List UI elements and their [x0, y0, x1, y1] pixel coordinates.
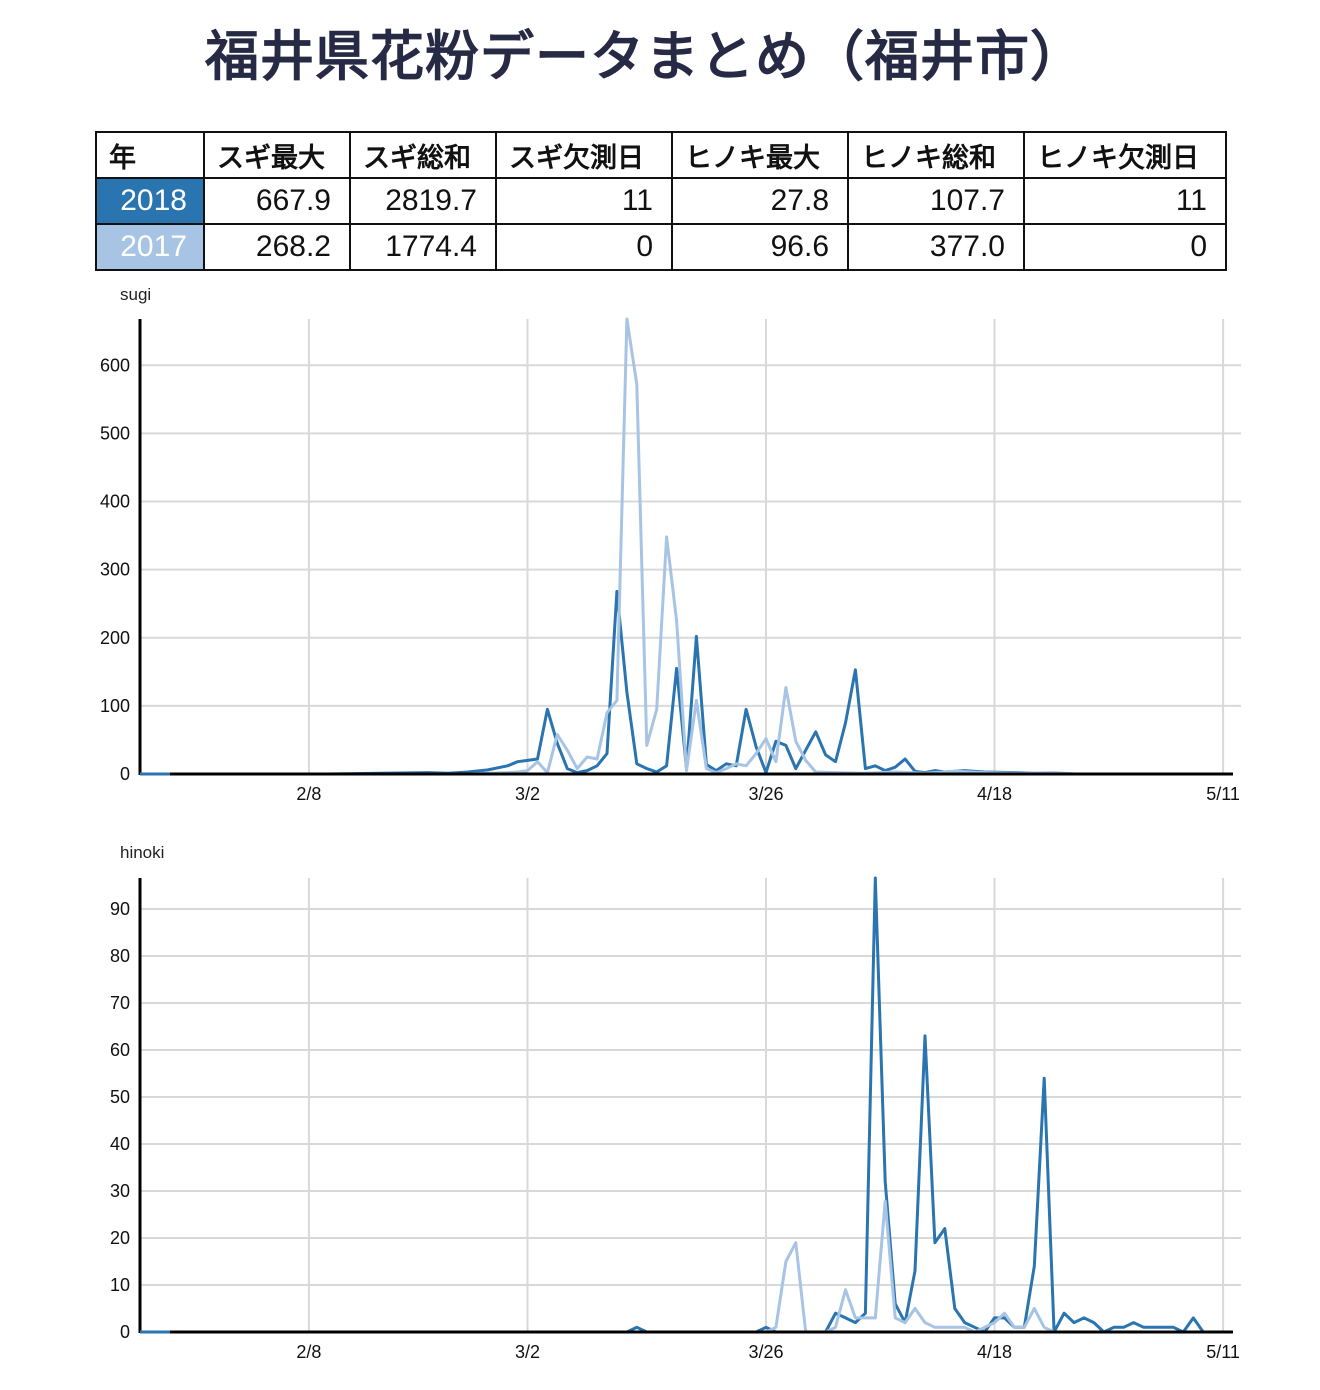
y-tick-label: 100 — [100, 696, 130, 716]
header-sugi-total: スギ総和 — [349, 131, 497, 179]
y-tick-label: 20 — [110, 1228, 130, 1248]
header-sugi-max: スギ最大 — [203, 131, 351, 179]
page-title: 福井県花粉データまとめ（福井市） — [205, 25, 1085, 88]
y-tick-label: 500 — [100, 423, 130, 443]
table-cell: 27.8 — [671, 177, 849, 225]
x-tick-label: 3/26 — [748, 784, 783, 804]
x-tick-label: 3/26 — [748, 1342, 783, 1362]
table-cell: 0 — [495, 223, 673, 271]
x-tick-label: 5/11 — [1206, 1342, 1240, 1362]
table-header-row: 年 スギ最大 スギ総和 スギ欠測日 ヒノキ最大 ヒノキ総和 ヒノキ欠測日 — [95, 131, 1227, 179]
x-tick-label: 2/8 — [296, 1342, 321, 1362]
table-cell: 11 — [495, 177, 673, 225]
header-hinoki-missing: ヒノキ欠測日 — [1023, 131, 1227, 179]
table-cell: 0 — [1023, 223, 1227, 271]
y-tick-label: 200 — [100, 628, 130, 648]
y-tick-label: 0 — [120, 764, 130, 784]
y-axis-label: hinoki — [120, 843, 164, 862]
x-tick-label: 4/18 — [977, 784, 1012, 804]
header-year: 年 — [95, 131, 205, 179]
table-cell: 96.6 — [671, 223, 849, 271]
y-tick-label: 70 — [110, 993, 130, 1013]
table-cell: 667.9 — [203, 177, 351, 225]
header-sugi-missing: スギ欠測日 — [495, 131, 673, 179]
x-tick-label: 5/11 — [1206, 784, 1240, 804]
y-tick-label: 50 — [110, 1087, 130, 1107]
y-tick-label: 40 — [110, 1134, 130, 1154]
summary-table: 年 スギ最大 スギ総和 スギ欠測日 ヒノキ最大 ヒノキ総和 ヒノキ欠測日 201… — [95, 131, 1227, 271]
table-row: 2017 268.2 1774.4 0 96.6 377.0 0 — [95, 223, 1227, 271]
year-cell: 2017 — [95, 223, 205, 271]
table-cell: 268.2 — [203, 223, 351, 271]
table-cell: 107.7 — [847, 177, 1025, 225]
y-tick-label: 600 — [100, 355, 130, 375]
sugi-chart: sugi 0 100 200 300 400 500 600 2/8 3/2 3/26 4/18 5/1… — [100, 285, 1241, 804]
header-hinoki-total: ヒノキ総和 — [847, 131, 1025, 179]
series-line-2018 — [140, 589, 1233, 776]
hinoki-chart: hinoki 0 10 20 30 40 50 60 70 80 90 2/8 3/2 3/26 4/18 5… — [110, 843, 1241, 1362]
y-tick-label: 60 — [110, 1040, 130, 1060]
y-tick-label: 300 — [100, 560, 130, 580]
y-tick-label: 10 — [110, 1275, 130, 1295]
x-tick-label: 4/18 — [977, 1342, 1012, 1362]
table-cell: 1774.4 — [349, 223, 497, 271]
table-cell: 11 — [1023, 177, 1227, 225]
y-tick-label: 0 — [120, 1322, 130, 1342]
x-tick-label: 3/2 — [515, 784, 540, 804]
x-tick-label: 2/8 — [296, 784, 321, 804]
y-tick-label: 80 — [110, 946, 130, 966]
table-cell: 2819.7 — [349, 177, 497, 225]
x-tick-label: 3/2 — [515, 1342, 540, 1362]
header-hinoki-max: ヒノキ最大 — [671, 131, 849, 179]
table-row: 2018 667.9 2819.7 11 27.8 107.7 11 — [95, 177, 1227, 225]
year-cell: 2018 — [95, 177, 205, 225]
y-tick-label: 30 — [110, 1181, 130, 1201]
y-axis-label: sugi — [120, 285, 151, 304]
y-tick-label: 90 — [110, 899, 130, 919]
series-line-2018 — [140, 876, 1233, 1334]
table-cell: 377.0 — [847, 223, 1025, 271]
y-tick-label: 400 — [100, 492, 130, 512]
